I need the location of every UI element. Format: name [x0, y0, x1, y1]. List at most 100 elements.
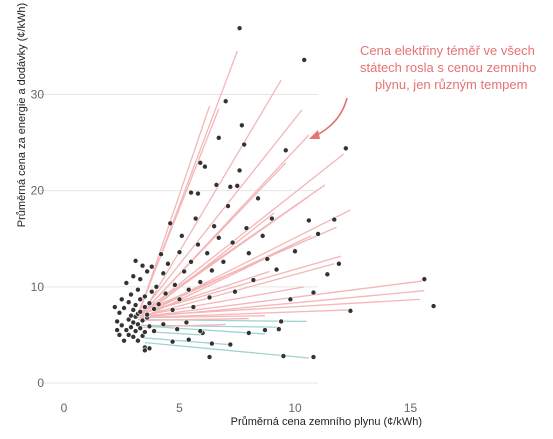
data-point: [209, 267, 215, 274]
data-point: [192, 215, 199, 222]
data-point: [276, 326, 282, 332]
data-point: [137, 309, 144, 315]
data-point: [183, 319, 190, 326]
trend-line: [147, 325, 266, 335]
data-point: [236, 25, 243, 31]
data-point: [301, 57, 308, 63]
data-point: [116, 332, 123, 338]
data-point: [292, 248, 298, 255]
data-point: [185, 286, 192, 293]
data-point: [139, 262, 146, 269]
data-point: [202, 163, 208, 170]
data-point: [160, 321, 167, 328]
data-point: [132, 258, 139, 264]
data-point: [153, 284, 160, 290]
annotation-line-1: Cena elektřiny téměř ve všech: [360, 43, 535, 58]
data-point: [158, 251, 164, 257]
data-point: [148, 263, 155, 270]
trend-line: [140, 286, 305, 317]
data-point: [197, 159, 204, 166]
data-points: [112, 25, 437, 360]
data-point: [118, 322, 125, 329]
data-point: [121, 305, 127, 311]
y-tick-label: 30: [31, 88, 45, 102]
data-point: [137, 325, 144, 331]
data-point: [121, 337, 127, 344]
data-point: [273, 266, 280, 273]
data-point: [213, 182, 220, 188]
x-tick-label: 5: [176, 401, 183, 415]
trend-lines: [137, 51, 425, 359]
x-tick-label: 0: [61, 401, 68, 415]
x-axis-ticks: 0 5 10 15: [61, 401, 418, 415]
data-point: [165, 260, 171, 267]
data-point: [246, 330, 252, 336]
data-point: [430, 303, 437, 309]
data-point: [310, 289, 317, 296]
data-point: [215, 234, 222, 241]
trend-line: [137, 153, 344, 318]
trend-line: [142, 109, 303, 312]
annotation-line-3: plynu, jen různým tempem: [375, 77, 527, 92]
x-tick-label: 15: [404, 401, 418, 415]
annotation: Cena elektřiny téměř ve všech státech ro…: [309, 43, 536, 139]
data-point: [139, 317, 146, 324]
data-point: [227, 184, 234, 190]
trend-line: [139, 79, 282, 318]
x-tick-label: 10: [288, 401, 302, 415]
trend-line: [137, 51, 238, 316]
data-point: [188, 189, 194, 196]
data-point: [125, 332, 132, 338]
data-point: [132, 328, 139, 334]
data-point: [112, 304, 118, 310]
data-point: [239, 122, 245, 129]
data-point: [310, 354, 317, 360]
data-point: [142, 329, 148, 335]
data-point: [155, 301, 162, 307]
data-point: [137, 296, 144, 303]
data-point: [130, 319, 137, 326]
data-point: [135, 286, 141, 293]
data-point: [282, 147, 289, 154]
data-point: [264, 256, 271, 262]
data-point: [246, 250, 252, 256]
data-point: [146, 345, 153, 352]
data-point: [151, 306, 157, 312]
data-point: [185, 336, 192, 343]
data-point: [280, 353, 287, 359]
data-point: [215, 134, 222, 141]
y-tick-label: 20: [31, 184, 45, 198]
data-point: [146, 323, 153, 330]
data-point: [144, 268, 150, 275]
data-point: [172, 282, 178, 288]
data-point: [128, 291, 134, 298]
data-point: [211, 223, 217, 230]
data-point: [269, 215, 275, 222]
data-point: [222, 98, 229, 105]
data-point: [331, 216, 338, 223]
data-point: [347, 308, 354, 314]
data-point: [144, 311, 150, 318]
data-point: [148, 288, 155, 295]
data-point: [135, 337, 141, 344]
data-point: [123, 280, 130, 286]
trend-line: [142, 280, 423, 318]
data-point: [118, 296, 125, 303]
data-point: [123, 327, 130, 333]
data-point: [188, 259, 194, 265]
data-point: [225, 203, 231, 209]
data-point: [151, 328, 157, 334]
y-axis-ticks: 0 10 20 30: [31, 88, 45, 390]
trend-line: [144, 270, 270, 314]
trend-line: [142, 298, 420, 317]
data-point: [236, 167, 243, 174]
gridlines: [38, 94, 318, 384]
trend-line: [140, 317, 249, 322]
data-point: [197, 279, 204, 285]
trend-line: [139, 235, 312, 317]
data-point: [343, 145, 349, 152]
data-point: [176, 296, 183, 303]
data-point: [176, 249, 183, 256]
data-point: [197, 328, 204, 334]
data-point: [142, 293, 148, 300]
